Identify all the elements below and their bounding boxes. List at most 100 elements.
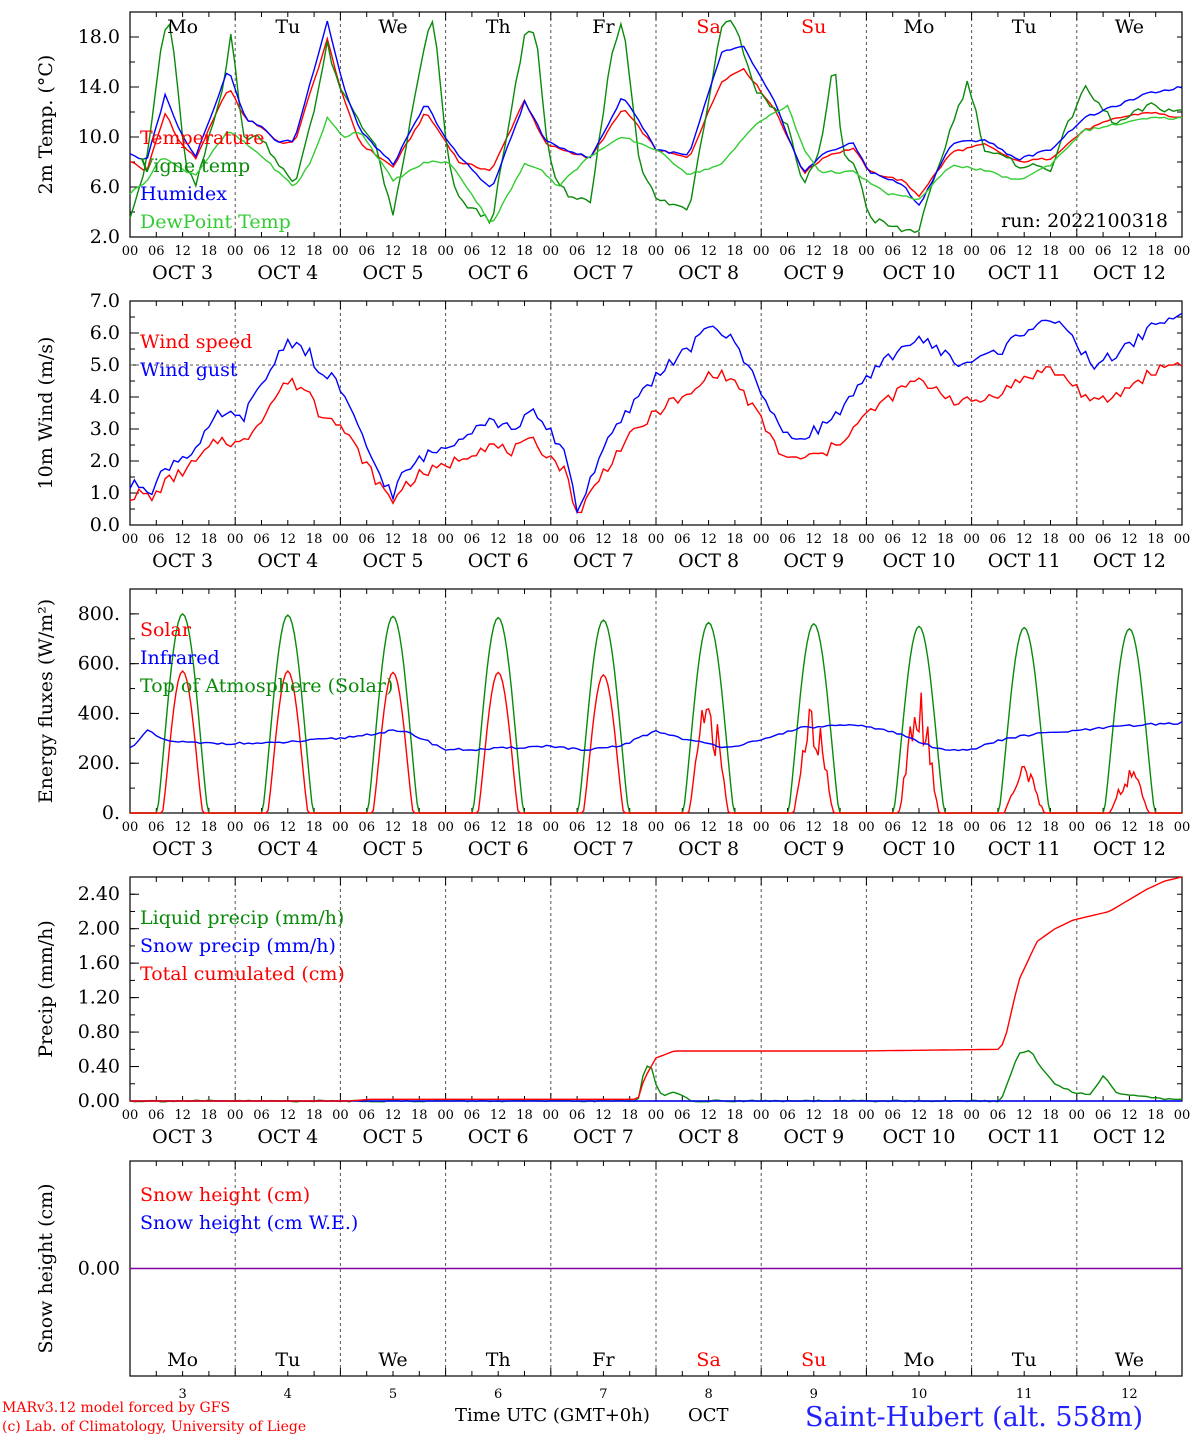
hour-tick-label: 12 <box>1121 532 1138 547</box>
hour-tick-label: 18 <box>1147 532 1164 547</box>
bottom-day-number: 4 <box>284 1387 292 1402</box>
day-date-label: OCT 12 <box>1093 262 1166 284</box>
hour-tick-label: 06 <box>674 532 691 547</box>
y-tick-label: 14.0 <box>78 76 120 98</box>
hour-tick-label: 18 <box>516 820 533 835</box>
hour-tick-label: 00 <box>122 244 139 259</box>
day-date-label: OCT 11 <box>988 838 1061 860</box>
hour-tick-label: 12 <box>174 1108 191 1123</box>
hour-tick-label: 00 <box>963 532 980 547</box>
legend-green: Liquid precip (mm/h) <box>140 907 344 929</box>
weekday-label: Mo <box>167 1349 198 1371</box>
day-date-label: OCT 6 <box>468 838 529 860</box>
hour-tick-label: 12 <box>385 820 402 835</box>
y-tick-label: 6.0 <box>90 322 120 344</box>
day-date-label: OCT 4 <box>257 550 318 572</box>
hour-tick-label: 18 <box>411 244 428 259</box>
legend-blue: Snow precip (mm/h) <box>140 935 336 957</box>
hour-tick-label: 06 <box>1095 244 1112 259</box>
hour-tick-label: 12 <box>1121 244 1138 259</box>
hour-tick-label: 06 <box>990 820 1007 835</box>
weekday-label: Tu <box>1012 16 1037 38</box>
hour-tick-label: 12 <box>490 244 507 259</box>
hour-tick-label: 18 <box>621 1108 638 1123</box>
legend-red: Solar <box>140 619 192 641</box>
hour-tick-label: 12 <box>174 244 191 259</box>
y-tick-label: 6.0 <box>90 176 120 198</box>
hour-tick-label: 18 <box>306 244 323 259</box>
day-date-label: OCT 5 <box>363 550 424 572</box>
day-date-label: OCT 9 <box>783 550 844 572</box>
hour-tick-label: 18 <box>516 532 533 547</box>
hour-tick-label: 06 <box>884 820 901 835</box>
hour-tick-label: 00 <box>753 244 770 259</box>
hour-tick-label: 18 <box>306 1108 323 1123</box>
hour-tick-label: 06 <box>464 820 481 835</box>
day-date-label: OCT 6 <box>468 262 529 284</box>
hour-tick-label: 12 <box>700 532 717 547</box>
day-date-label: OCT 5 <box>363 838 424 860</box>
hour-tick-label: 18 <box>727 820 744 835</box>
hour-tick-label: 06 <box>1095 532 1112 547</box>
day-date-label: OCT 4 <box>257 838 318 860</box>
hour-tick-label: 06 <box>358 1108 375 1123</box>
y-tick-label: 2.0 <box>90 450 120 472</box>
hour-tick-label: 06 <box>674 1108 691 1123</box>
hour-tick-label: 12 <box>595 532 612 547</box>
y-axis-title: Snow height (cm) <box>35 1183 57 1353</box>
legend-blue: Infrared <box>140 647 220 669</box>
day-date-label: OCT 7 <box>573 262 634 284</box>
hour-tick-label: 06 <box>464 1108 481 1123</box>
y-tick-label: 0.00 <box>78 1258 120 1280</box>
hour-tick-label: 06 <box>779 820 796 835</box>
day-date-label: OCT 10 <box>882 550 955 572</box>
bottom-day-number: 7 <box>599 1387 607 1402</box>
y-tick-label: 1.20 <box>78 987 120 1009</box>
hour-tick-label: 06 <box>358 532 375 547</box>
hour-tick-label: 12 <box>911 244 928 259</box>
y-tick-label: 400. <box>78 702 120 724</box>
day-date-label: OCT 12 <box>1093 1126 1166 1148</box>
y-tick-label: 2.0 <box>90 226 120 248</box>
y-tick-label: 1.60 <box>78 952 120 974</box>
hour-tick-label: 06 <box>674 244 691 259</box>
hour-tick-label: 00 <box>437 532 454 547</box>
hour-tick-label: 12 <box>174 820 191 835</box>
hour-tick-label: 00 <box>753 1108 770 1123</box>
y-tick-label: 1.0 <box>90 482 120 504</box>
hour-tick-label: 12 <box>1121 820 1138 835</box>
series-line-green <box>129 19 1183 234</box>
hour-tick-label: 06 <box>990 244 1007 259</box>
weekday-label: Tu <box>275 1349 300 1371</box>
weekday-label: We <box>1115 1349 1144 1371</box>
hour-tick-label: 00 <box>437 1108 454 1123</box>
hour-tick-label: 18 <box>1042 532 1059 547</box>
legend-green: Top of Atmosphere (Solar) <box>140 675 393 697</box>
hour-tick-label: 12 <box>595 244 612 259</box>
hour-tick-label: 12 <box>490 532 507 547</box>
hour-tick-label: 12 <box>700 244 717 259</box>
hour-tick-label: 12 <box>280 820 297 835</box>
bottom-day-number: 11 <box>1016 1387 1033 1402</box>
hour-tick-label: 00 <box>963 244 980 259</box>
hour-tick-label: 12 <box>385 1108 402 1123</box>
legend-blue: Snow height (cm W.E.) <box>140 1212 358 1234</box>
weekday-label: Th <box>486 1349 511 1371</box>
legend-blue: Humidex <box>140 183 227 205</box>
hour-tick-label: 18 <box>1042 1108 1059 1123</box>
hour-tick-label: 18 <box>306 532 323 547</box>
hour-tick-label: 12 <box>280 244 297 259</box>
hour-tick-label: 06 <box>569 1108 586 1123</box>
hour-tick-label: 18 <box>937 1108 954 1123</box>
hour-tick-label: 00 <box>1174 244 1191 259</box>
day-date-label: OCT 6 <box>468 1126 529 1148</box>
hour-tick-label: 18 <box>832 1108 849 1123</box>
day-date-label: OCT 11 <box>988 550 1061 572</box>
hour-tick-label: 18 <box>832 244 849 259</box>
hour-tick-label: 18 <box>727 532 744 547</box>
hour-tick-label: 06 <box>779 532 796 547</box>
day-date-label: OCT 12 <box>1093 550 1166 572</box>
weekday-label: Fr <box>592 16 615 38</box>
hour-tick-label: 00 <box>543 820 560 835</box>
weekday-label: We <box>378 1349 407 1371</box>
